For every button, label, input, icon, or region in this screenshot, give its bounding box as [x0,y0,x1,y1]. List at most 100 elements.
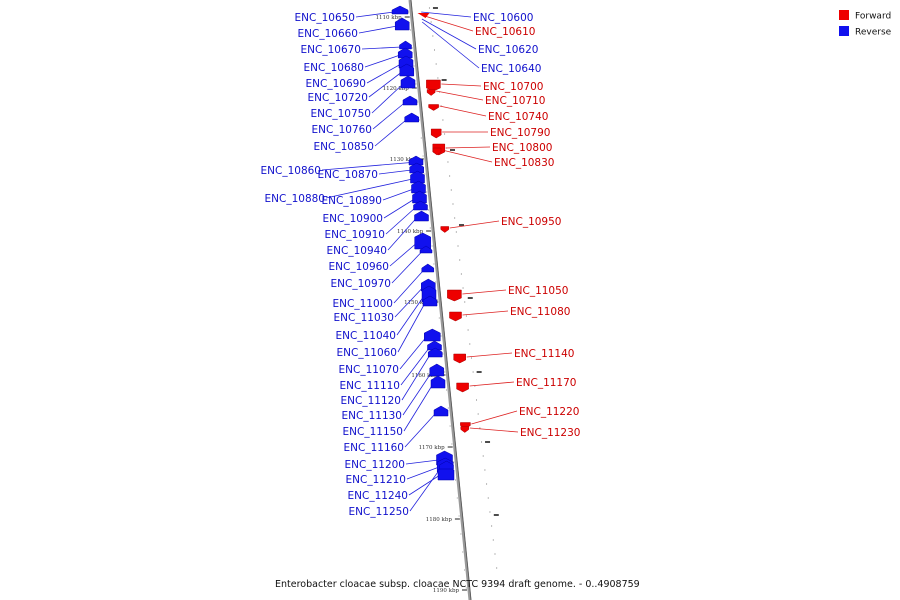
reverse-connector [382,188,414,201]
genome-axis [408,0,472,600]
reverse-feature [399,40,412,50]
reverse-connector [372,102,406,130]
reverse-gene-label: ENC_11060 [337,347,397,359]
reverse-connector [405,459,439,465]
forward-gene-label: ENC_10800 [492,142,552,154]
reverse-feature [399,63,415,77]
forward-feature [428,104,439,111]
forward-connector [471,410,518,425]
forward-gene-label: ENC_10620 [478,44,538,56]
reverse-gene-label: ENC_10690 [306,78,366,90]
forward-gene-label: ENC_10640 [481,63,541,75]
forward-connector [421,11,472,18]
reverse-connector [374,119,407,147]
reverse-connector [366,63,402,84]
reverse-feature [427,347,443,358]
reverse-connector [371,83,404,114]
forward-feature [460,426,470,433]
legend-reverse-swatch [839,26,849,36]
reverse-feature [422,295,438,307]
tick-label: 1140 kbp [397,229,424,235]
reverse-connector [378,169,412,175]
reverse-connector [401,354,431,401]
forward-gene-label: ENC_11220 [519,406,579,418]
forward-feature [426,89,436,96]
reverse-connector [400,347,430,386]
connector-layer [321,11,519,512]
reverse-gene-label: ENC_11160 [344,442,404,454]
reverse-gene-label: ENC_10650 [295,12,355,24]
dot-layer [408,7,499,589]
reverse-connector [358,25,398,34]
tick-label: 1130 kbp [390,157,417,163]
reverse-feature [404,112,419,123]
forward-connector [421,21,480,69]
genome-caption: Enterobacter cloacae subsp. cloacae NCTC… [275,579,640,590]
reverse-connector [394,286,424,318]
forward-feature [449,311,462,322]
reverse-gene-label: ENC_11130 [342,410,402,422]
reverse-gene-label: ENC_11200 [345,459,405,471]
reverse-feature [439,460,454,470]
reverse-feature [414,210,429,222]
tick-label: 1180 kbp [426,517,453,523]
forward-feature [426,79,441,92]
reverse-gene-label: ENC_11210 [346,474,406,486]
forward-gene-label: ENC_11080 [510,306,570,318]
feature-layer [391,5,471,481]
reverse-connector [408,474,441,496]
reverse-feature [391,5,409,15]
reverse-connector [399,336,427,370]
forward-gene-label: ENC_10830 [494,157,554,169]
reverse-feature [421,263,435,273]
reverse-gene-label: ENC_11000 [333,298,393,310]
reverse-gene-label: ENC_10670 [301,44,361,56]
reverse-connector [397,302,426,353]
reverse-gene-label: ENC_10680 [304,62,364,74]
tick-label: 1170 kbp [419,445,446,451]
forward-gene-label: ENC_11050 [508,285,568,297]
reverse-connector [385,207,416,235]
reverse-gene-label: ENC_11120 [341,395,401,407]
forward-gene-label: ENC_10740 [488,111,548,123]
reverse-connector [393,269,425,304]
forward-connector [441,149,493,163]
reverse-feature [430,375,446,389]
reverse-gene-label: ENC_10940 [327,245,387,257]
reverse-feature [402,95,418,106]
forward-feature [432,147,442,156]
forward-gene-label: ENC_10600 [473,12,533,24]
label-layer: ENC_10650 ENC_10660 ENC_10670 ENC_10680 ENC_… [261,12,581,518]
reverse-connector [321,162,412,171]
reverse-feature [433,405,449,417]
forward-connector [469,381,515,387]
forward-connector [462,289,507,295]
legend-forward-label: Forward [855,12,891,22]
legend-forward-swatch [839,10,849,20]
reverse-connector [383,198,415,219]
reverse-gene-label: ENC_10880 [265,193,325,205]
forward-feature [417,13,430,18]
reverse-connector [325,178,413,199]
forward-gene-label: ENC_11140 [514,348,574,360]
reverse-gene-label: ENC_10960 [329,261,389,273]
tick-label: 1120 kbp [383,86,410,92]
reverse-connector [361,46,402,50]
reverse-gene-label: ENC_11070 [339,364,399,376]
reverse-connector [406,466,440,480]
forward-feature [453,353,466,364]
reverse-gene-label: ENC_11250 [349,506,409,518]
reverse-gene-label: ENC_11030 [334,312,394,324]
reverse-connector [364,54,401,68]
reverse-gene-label: ENC_10870 [318,169,378,181]
forward-connector [436,90,484,101]
reverse-gene-label: ENC_11110 [340,380,400,392]
reverse-gene-label: ENC_11150 [343,426,403,438]
reverse-connector [396,295,425,336]
forward-feature [456,382,469,393]
reverse-feature [414,232,431,250]
reverse-connector [409,466,442,512]
forward-connector [441,83,482,87]
forward-feature [447,289,462,302]
reverse-gene-label: ENC_10860 [261,165,321,177]
